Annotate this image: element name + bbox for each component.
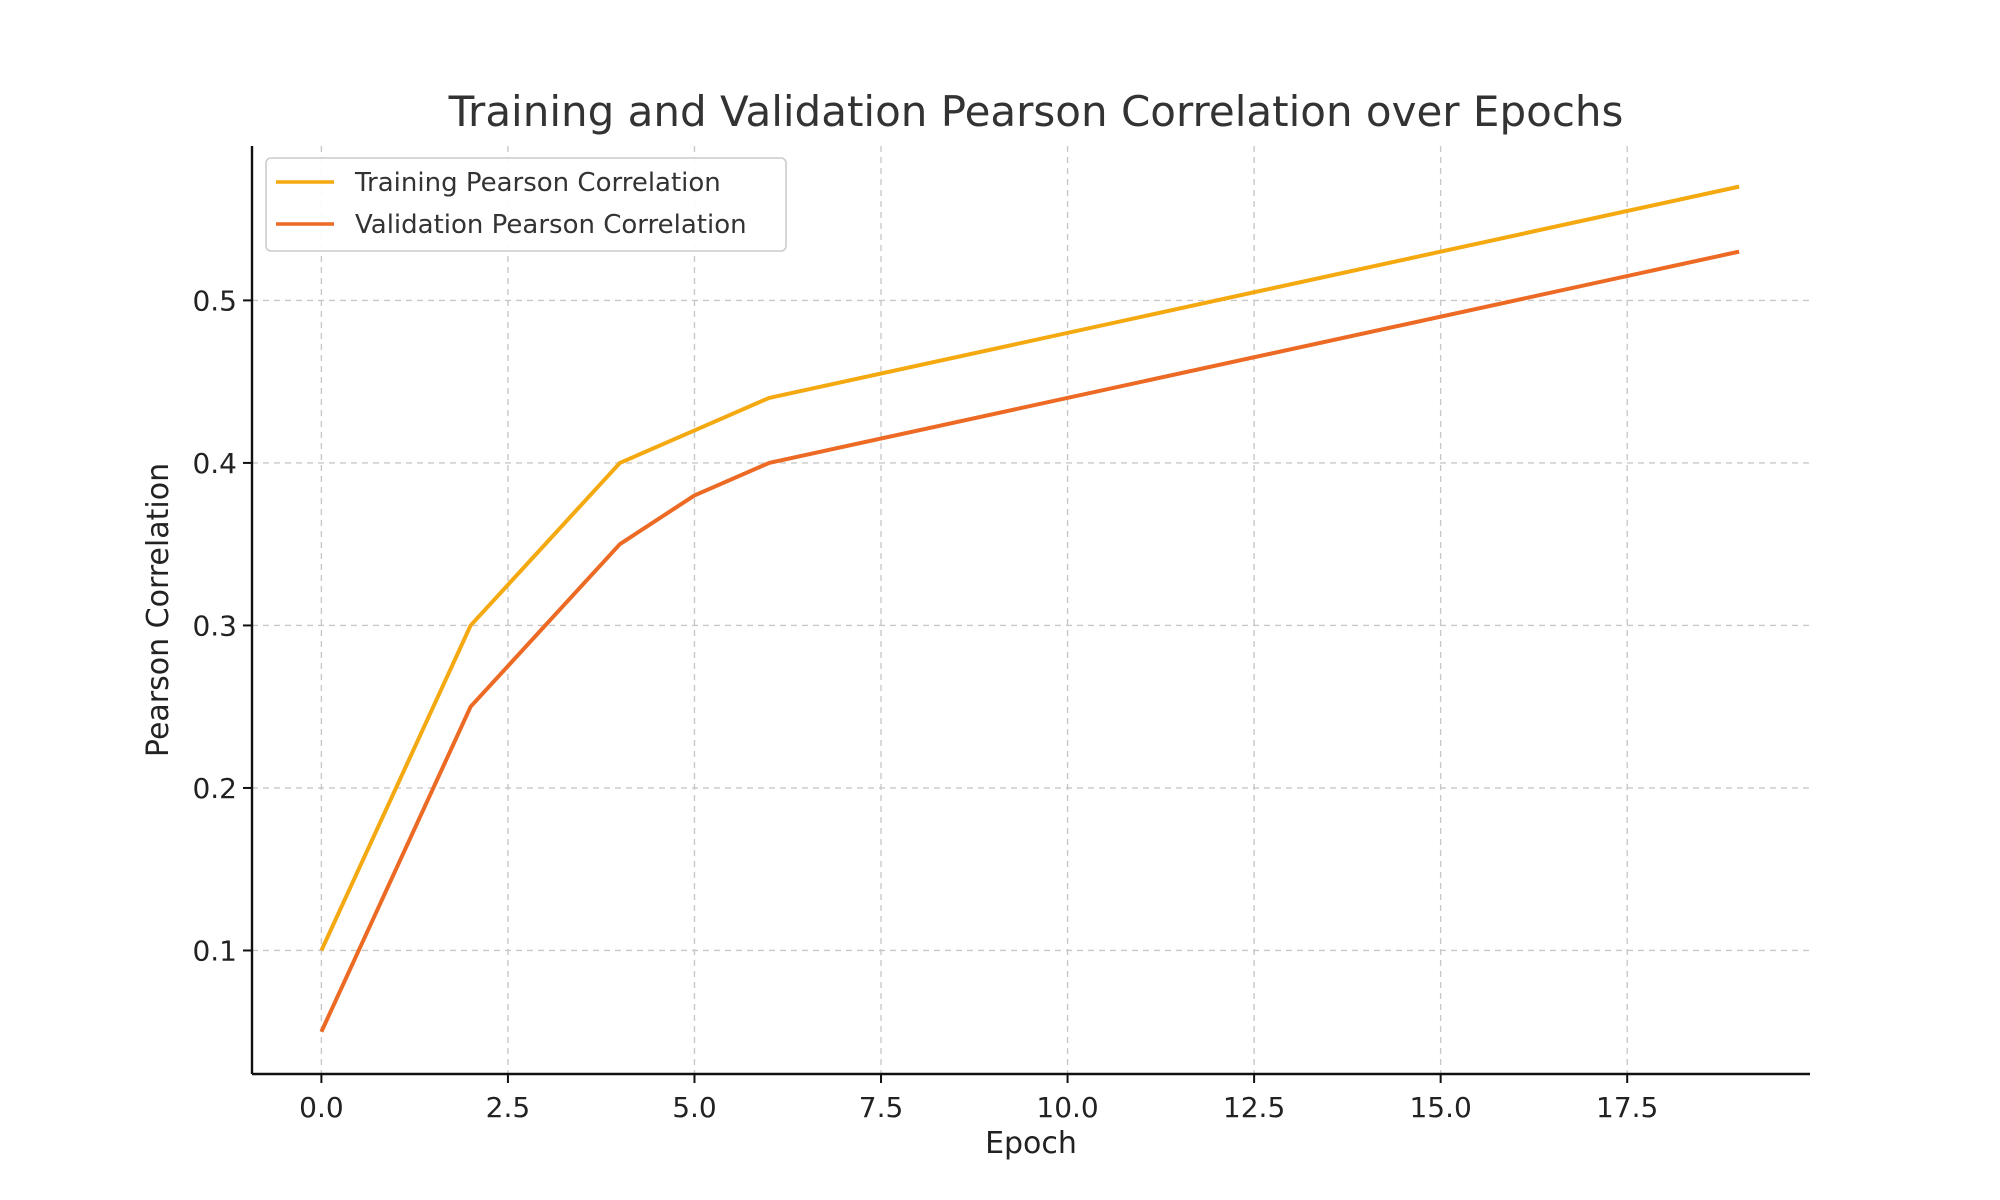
x-tick-label: 15.0 [1409,1091,1471,1124]
y-axis-label: Pearson Correlation [141,463,176,757]
x-tick-label: 2.5 [486,1091,531,1124]
legend-label-validation: Validation Pearson Correlation [355,210,747,240]
y-tick-label: 0.1 [192,934,237,967]
training-series-line [319,184,1740,952]
y-tick-label: 0.5 [192,284,237,317]
y-tick-label: 0.3 [192,609,237,642]
validation-series-line [319,249,1740,1033]
x-tick-label: 17.5 [1596,1091,1658,1124]
legend: Training Pearson Correlation Validation … [265,157,787,252]
x-tick-label: 5.0 [672,1091,717,1124]
chart-title: Training and Validation Pearson Correlat… [448,87,1624,136]
y-ticks: 0.1 0.2 0.3 0.4 0.5 [192,284,252,967]
y-tick-label: 0.2 [192,772,237,805]
x-ticks: 0.0 2.5 5.0 7.5 10.0 12.5 15.0 17.5 [299,1074,1658,1124]
x-tick-label: 12.5 [1223,1091,1285,1124]
x-tick-label: 7.5 [859,1091,904,1124]
x-tick-label: 10.0 [1036,1091,1098,1124]
grid [252,146,1810,1074]
series-lines [319,184,1740,1033]
y-tick-label: 0.4 [192,447,237,480]
x-axis-label: Epoch [985,1126,1077,1161]
x-tick-label: 0.0 [299,1091,344,1124]
legend-label-training: Training Pearson Correlation [354,168,721,198]
legend-box [265,157,787,252]
